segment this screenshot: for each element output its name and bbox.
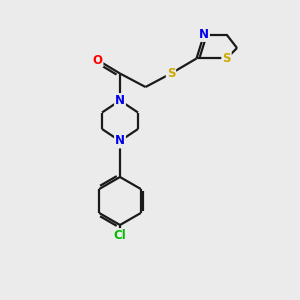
Text: N: N [199,28,209,41]
Text: S: S [222,52,231,65]
Text: Cl: Cl [114,229,126,242]
Text: S: S [167,67,175,80]
Text: N: N [115,134,125,148]
Text: N: N [115,94,125,107]
Text: O: O [92,53,103,67]
